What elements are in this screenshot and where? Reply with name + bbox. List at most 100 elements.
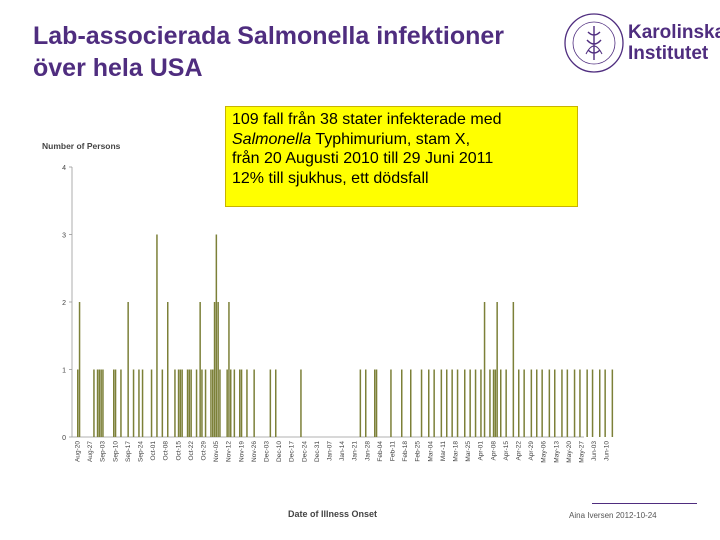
bars <box>77 234 614 437</box>
bar <box>181 369 183 437</box>
bar <box>213 302 216 437</box>
x-tick-label: Dec-03 <box>264 441 271 462</box>
bar <box>219 369 221 437</box>
bar <box>253 369 255 437</box>
bar <box>530 369 533 437</box>
x-tick-label: Nov-05 <box>213 441 220 462</box>
x-tick-label: Apr-15 <box>503 441 510 461</box>
bar <box>275 369 277 437</box>
y-tick-label: 4 <box>62 165 66 172</box>
bar <box>269 369 272 437</box>
bar <box>156 234 158 437</box>
slide-title-line2: över hela USA <box>33 54 203 82</box>
bar <box>199 302 201 437</box>
bar <box>233 369 236 437</box>
bar <box>127 302 129 437</box>
bar <box>230 369 232 437</box>
footer-text: Aina Iversen 2012-10-24 <box>569 511 657 520</box>
x-tick-label: Mar-18 <box>453 441 460 462</box>
x-axis-label: Date of Illness Onset <box>288 509 377 519</box>
bar <box>536 369 538 437</box>
x-tick-label: Nov-26 <box>251 441 258 462</box>
bar <box>496 302 498 437</box>
bar <box>483 302 486 437</box>
x-tick-label: Dec-10 <box>276 441 283 462</box>
bar <box>374 369 376 437</box>
x-tick-label: Sep-03 <box>100 441 107 462</box>
bar <box>505 369 507 437</box>
bar <box>410 369 412 437</box>
bar <box>599 369 601 437</box>
callout-line3: från 20 Augusti 2010 till 29 Juni 2011 <box>232 150 494 167</box>
bar <box>100 369 102 437</box>
slide-title: Lab-associerada Salmonella infektioner ö… <box>33 20 563 84</box>
x-tick-label: Feb-18 <box>402 441 409 462</box>
x-tick-label: Aug-27 <box>87 441 94 462</box>
slide-title-line1: Lab-associerada Salmonella infektioner <box>33 22 504 50</box>
x-tick-label: May-27 <box>579 441 586 463</box>
bar <box>201 369 203 437</box>
bar <box>541 369 543 437</box>
bar <box>96 369 99 437</box>
y-tick-label: 0 <box>62 435 66 442</box>
bar <box>226 369 228 437</box>
bar <box>141 369 144 437</box>
bar <box>446 369 448 437</box>
callout-organism: Salmonella <box>232 130 312 148</box>
x-tick-label: Dec-24 <box>301 441 308 462</box>
bar <box>464 369 466 437</box>
x-tick-label: Jan-21 <box>352 441 359 461</box>
y-tick-label: 3 <box>62 233 66 240</box>
x-tick-label: Apr-22 <box>516 441 523 461</box>
bar <box>548 369 551 437</box>
bar <box>390 369 392 437</box>
bar <box>433 369 435 437</box>
x-tick-label: Jan-07 <box>327 441 334 461</box>
bar <box>174 369 176 437</box>
bar <box>566 369 569 437</box>
bar <box>102 369 104 437</box>
x-tick-label: Oct-22 <box>188 441 195 461</box>
callout-strain: Typhimurium, stam X, <box>311 130 471 148</box>
bar <box>523 369 525 437</box>
bar <box>210 369 212 437</box>
logo-line1: Karolinska <box>628 22 720 43</box>
x-tick-label: May-20 <box>566 441 573 463</box>
bar <box>573 369 576 437</box>
bar <box>428 369 430 437</box>
bar <box>138 369 140 437</box>
bar <box>179 369 182 437</box>
bar <box>518 369 520 437</box>
bar <box>190 369 192 437</box>
x-tick-label: Feb-04 <box>377 441 384 462</box>
bar <box>456 369 459 437</box>
x-tick-label: Mar-11 <box>440 441 447 461</box>
bar <box>212 369 214 437</box>
y-tick-label: 2 <box>62 300 66 307</box>
bar <box>451 369 453 437</box>
x-tick-label: Sep-17 <box>125 441 132 462</box>
bar <box>512 302 515 437</box>
summary-callout: 109 fall från 38 stater infekterade med … <box>225 106 578 207</box>
bar <box>300 369 302 437</box>
x-tick-label: May-13 <box>553 441 560 463</box>
x-ticks: Aug-20 Aug-27 Sep-03 Sep-10 Sep-17 Sep-24 Oct-… <box>75 441 611 463</box>
x-tick-label: Aug-20 <box>75 441 82 462</box>
logo-wordmark: Karolinska Institutet <box>628 22 720 64</box>
x-tick-label: Oct-29 <box>201 441 208 461</box>
bar <box>204 369 207 437</box>
bar <box>586 369 588 437</box>
callout-line1: 109 fall från 38 stater infekterade med <box>232 111 502 128</box>
bar <box>489 369 491 437</box>
x-tick-label: Feb-11 <box>390 441 397 461</box>
bar <box>228 302 230 437</box>
bar <box>167 302 169 437</box>
bar <box>177 369 180 437</box>
bar <box>215 234 218 437</box>
bar <box>240 369 243 437</box>
bar <box>246 369 248 437</box>
bar <box>150 369 153 437</box>
bar <box>611 369 614 437</box>
bar <box>217 302 219 437</box>
y-ticks: 0 1 2 3 4 <box>62 165 72 442</box>
